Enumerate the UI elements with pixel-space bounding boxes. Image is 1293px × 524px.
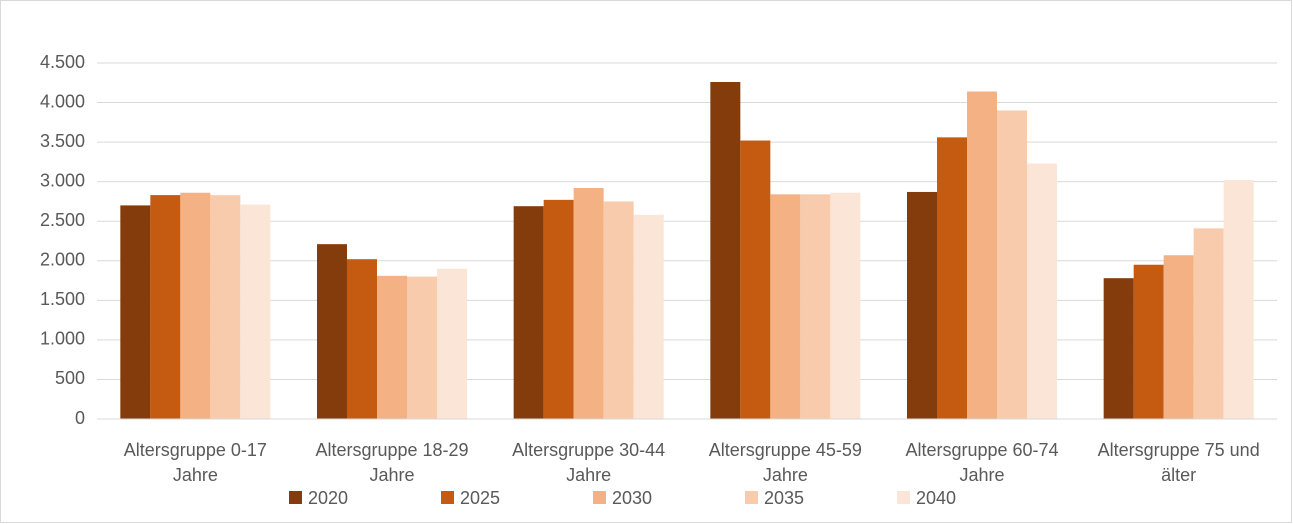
legend-label: 2035 — [764, 488, 804, 508]
bar — [1027, 163, 1057, 419]
legend-swatch — [593, 491, 606, 504]
bar — [543, 199, 574, 419]
y-tick-label: 0 — [75, 408, 85, 428]
y-tick-label: 1.000 — [40, 329, 85, 349]
bar — [377, 275, 407, 419]
legend-label: 2040 — [916, 488, 956, 508]
legend-swatch — [897, 491, 910, 504]
bar — [1223, 180, 1254, 419]
bar — [513, 206, 544, 419]
bar — [770, 194, 801, 419]
legend-swatch — [441, 491, 454, 504]
legend-label: 2020 — [308, 488, 348, 508]
legend-label: 2025 — [460, 488, 500, 508]
bar — [180, 192, 211, 419]
bar — [830, 192, 861, 419]
bar — [710, 81, 741, 419]
bar — [210, 195, 241, 419]
x-tick-label: Altersgruppe 60-74 Jahre — [905, 440, 1059, 485]
bar — [120, 205, 151, 419]
bar — [633, 214, 664, 419]
y-tick-label: 3.500 — [40, 131, 85, 151]
bar — [573, 187, 604, 419]
bar — [1163, 255, 1194, 419]
x-tick-label: Altersgruppe 45-59 Jahre — [708, 440, 862, 485]
y-tick-label: 2.500 — [40, 210, 85, 230]
bar — [1193, 228, 1224, 419]
bar — [1103, 278, 1134, 419]
y-tick-label: 1.500 — [40, 289, 85, 309]
y-tick-label: 500 — [55, 368, 85, 388]
legend-label: 2030 — [612, 488, 652, 508]
y-tick-label: 4.500 — [40, 52, 85, 72]
bar — [740, 140, 771, 420]
bar — [317, 244, 347, 419]
x-tick-label: Altersgruppe 18-29 Jahre — [315, 440, 469, 485]
bar — [437, 268, 467, 419]
bar — [907, 191, 937, 419]
y-tick-label: 3.000 — [40, 170, 85, 190]
bar — [937, 137, 967, 419]
bar — [997, 110, 1027, 419]
legend-swatch — [745, 491, 758, 504]
bar — [407, 276, 437, 419]
bar — [240, 204, 271, 419]
bar — [967, 91, 997, 419]
bar — [347, 259, 377, 419]
y-tick-label: 2.000 — [40, 250, 85, 270]
legend-swatch — [289, 491, 302, 504]
x-tick-label: Altersgruppe 30-44 Jahre — [512, 440, 666, 485]
bar — [150, 195, 181, 419]
bar — [1133, 264, 1164, 419]
x-tick-label: Altersgruppe 75 und älter — [1097, 440, 1260, 485]
y-tick-label: 4.000 — [40, 91, 85, 111]
bar — [603, 201, 634, 419]
bar — [800, 194, 831, 419]
x-tick-label: Altersgruppe 0-17 Jahre — [123, 440, 267, 485]
